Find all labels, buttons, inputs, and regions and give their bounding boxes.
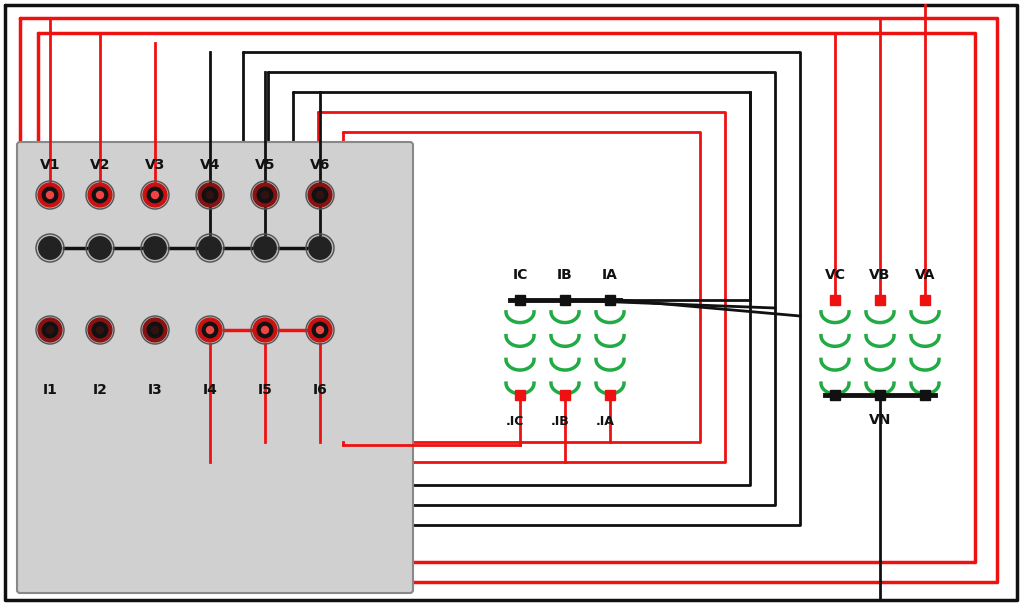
Circle shape bbox=[306, 316, 333, 344]
Circle shape bbox=[308, 183, 331, 207]
Circle shape bbox=[151, 192, 159, 198]
Bar bbox=[605, 390, 615, 400]
Circle shape bbox=[89, 237, 112, 259]
Circle shape bbox=[141, 316, 169, 344]
Circle shape bbox=[203, 322, 218, 337]
Circle shape bbox=[251, 316, 279, 344]
Circle shape bbox=[46, 326, 53, 334]
Text: I2: I2 bbox=[92, 383, 107, 397]
Circle shape bbox=[258, 322, 273, 337]
Circle shape bbox=[143, 183, 167, 207]
Circle shape bbox=[254, 237, 276, 259]
Circle shape bbox=[198, 318, 222, 342]
Circle shape bbox=[36, 234, 64, 262]
Text: V3: V3 bbox=[145, 158, 165, 172]
Text: V1: V1 bbox=[40, 158, 60, 172]
Circle shape bbox=[198, 237, 221, 259]
Circle shape bbox=[141, 181, 169, 209]
Circle shape bbox=[86, 181, 114, 209]
Circle shape bbox=[258, 187, 273, 202]
Circle shape bbox=[151, 326, 159, 334]
Bar bbox=[560, 295, 570, 305]
Bar bbox=[560, 390, 570, 400]
Text: V5: V5 bbox=[255, 158, 275, 172]
Circle shape bbox=[92, 187, 107, 202]
Circle shape bbox=[86, 234, 114, 262]
Circle shape bbox=[46, 192, 53, 198]
Text: IA: IA bbox=[603, 268, 618, 282]
Circle shape bbox=[147, 187, 163, 202]
Circle shape bbox=[96, 326, 103, 334]
Circle shape bbox=[42, 322, 57, 337]
Text: I3: I3 bbox=[147, 383, 163, 397]
Text: VC: VC bbox=[825, 268, 845, 282]
Circle shape bbox=[196, 181, 224, 209]
Text: V4: V4 bbox=[199, 158, 220, 172]
Text: .IC: .IC bbox=[505, 415, 524, 428]
Bar bbox=[605, 295, 615, 305]
Circle shape bbox=[312, 187, 327, 202]
Circle shape bbox=[306, 234, 333, 262]
Text: .IB: .IB bbox=[550, 415, 570, 428]
Circle shape bbox=[207, 192, 214, 198]
Text: IC: IC bbox=[513, 268, 528, 282]
Circle shape bbox=[38, 183, 62, 207]
Text: V6: V6 bbox=[310, 158, 330, 172]
Text: IB: IB bbox=[558, 268, 573, 282]
Circle shape bbox=[203, 187, 218, 202]
FancyBboxPatch shape bbox=[17, 142, 413, 593]
Circle shape bbox=[147, 322, 163, 337]
Circle shape bbox=[316, 326, 323, 334]
Bar bbox=[875, 295, 885, 305]
Circle shape bbox=[42, 187, 57, 202]
Circle shape bbox=[316, 192, 323, 198]
Circle shape bbox=[262, 326, 268, 334]
Bar bbox=[920, 295, 930, 305]
Circle shape bbox=[253, 318, 277, 342]
Circle shape bbox=[251, 181, 279, 209]
Text: VN: VN bbox=[869, 413, 891, 427]
Circle shape bbox=[92, 322, 107, 337]
Circle shape bbox=[36, 181, 64, 209]
Circle shape bbox=[198, 183, 222, 207]
Text: I1: I1 bbox=[43, 383, 57, 397]
Text: VB: VB bbox=[870, 268, 891, 282]
Text: VA: VA bbox=[915, 268, 935, 282]
Bar bbox=[920, 390, 930, 400]
Bar bbox=[830, 390, 840, 400]
Bar bbox=[515, 390, 525, 400]
Circle shape bbox=[308, 318, 331, 342]
Circle shape bbox=[38, 318, 62, 342]
Text: V2: V2 bbox=[90, 158, 110, 172]
Bar bbox=[875, 390, 885, 400]
Circle shape bbox=[36, 316, 64, 344]
Circle shape bbox=[251, 234, 279, 262]
Circle shape bbox=[312, 322, 327, 337]
Circle shape bbox=[207, 326, 214, 334]
Circle shape bbox=[86, 316, 114, 344]
Bar bbox=[830, 295, 840, 305]
Circle shape bbox=[88, 318, 112, 342]
Circle shape bbox=[141, 234, 169, 262]
Circle shape bbox=[196, 316, 224, 344]
Circle shape bbox=[143, 318, 167, 342]
Bar bbox=[515, 295, 525, 305]
Text: I6: I6 bbox=[313, 383, 327, 397]
Text: .IA: .IA bbox=[595, 415, 615, 428]
Circle shape bbox=[39, 237, 61, 259]
Text: I4: I4 bbox=[203, 383, 218, 397]
Circle shape bbox=[96, 192, 103, 198]
Circle shape bbox=[88, 183, 112, 207]
Text: I5: I5 bbox=[258, 383, 272, 397]
Circle shape bbox=[196, 234, 224, 262]
Circle shape bbox=[309, 237, 331, 259]
Circle shape bbox=[144, 237, 166, 259]
Circle shape bbox=[306, 181, 333, 209]
Circle shape bbox=[253, 183, 277, 207]
Circle shape bbox=[262, 192, 268, 198]
